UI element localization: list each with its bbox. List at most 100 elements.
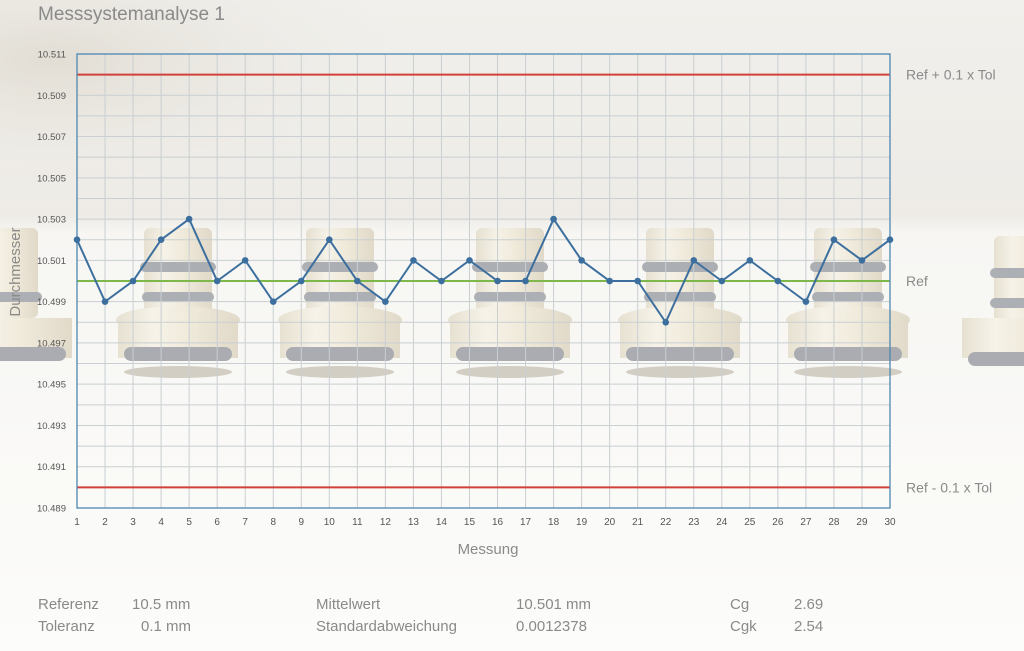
stats-col-3: Cg Cgk — [730, 594, 757, 638]
stats-col-3-values: 2.69 2.54 — [794, 594, 823, 638]
stats-col-1-values: 10.5 mm 0.1 mm — [132, 594, 191, 638]
x-tick-label-28: 28 — [828, 517, 840, 528]
stats-col-2: Mittelwert Standardabweichung — [316, 594, 457, 638]
data-point-2 — [101, 298, 109, 305]
data-point-9 — [297, 277, 305, 285]
x-tick-label-6: 6 — [214, 517, 220, 528]
data-point-12 — [382, 298, 389, 305]
std-label: Standardabweichung — [316, 618, 457, 635]
data-point-7 — [241, 257, 249, 264]
x-tick-label-20: 20 — [604, 517, 616, 528]
data-point-27 — [802, 298, 810, 305]
y-tick-label-5: 10.503 — [37, 215, 66, 226]
data-point-17 — [522, 277, 529, 285]
data-point-21 — [634, 277, 641, 285]
data-point-6 — [213, 277, 221, 285]
y-tick-label-7: 10.499 — [37, 297, 66, 308]
toleranz-value: 0.1 mm — [141, 618, 192, 635]
x-tick-label-23: 23 — [688, 517, 700, 528]
x-tick-label-25: 25 — [744, 517, 756, 528]
data-point-4 — [157, 236, 165, 244]
y-tick-label-3: 10.507 — [37, 132, 66, 143]
data-point-10 — [326, 236, 333, 244]
y-tick-label-4: 10.505 — [37, 173, 66, 184]
y-tick-label-6: 10.501 — [37, 256, 66, 267]
x-tick-label-10: 10 — [324, 517, 336, 528]
reference-line-label-2: Ref — [906, 273, 928, 289]
x-tick-label-8: 8 — [270, 517, 276, 528]
x-tick-label-3: 3 — [130, 517, 136, 528]
cg-label: Cg — [730, 596, 750, 613]
toleranz-label: Toleranz — [38, 618, 95, 635]
series-line — [76, 217, 891, 325]
reference-line-labels: Ref + 0.1 x Tol Ref Ref - 0.1 x Tol — [906, 67, 996, 496]
chart-title: Messsystemanalyse 1 — [38, 4, 225, 25]
y-tick-label-8: 10.497 — [37, 338, 66, 349]
mittelwert-value: 10.501 mm — [516, 596, 592, 613]
x-tick-label-19: 19 — [576, 517, 588, 528]
data-point-20 — [606, 277, 613, 285]
x-tick-label-22: 22 — [660, 517, 672, 528]
referenz-value: 10.5 mm — [132, 596, 191, 613]
x-tick-label-9: 9 — [298, 517, 304, 528]
x-tick-label-29: 29 — [856, 517, 868, 528]
series-points — [73, 215, 894, 326]
x-axis-label: Messung — [458, 541, 519, 558]
x-tick-label-12: 12 — [380, 517, 392, 528]
x-tick-label-18: 18 — [548, 517, 560, 528]
data-point-5 — [185, 215, 193, 223]
x-tick-label-27: 27 — [800, 517, 812, 528]
data-point-16 — [494, 277, 501, 285]
x-tick-label-11: 11 — [352, 517, 363, 528]
x-tick-label-15: 15 — [464, 517, 476, 528]
data-point-26 — [774, 277, 782, 285]
data-point-24 — [718, 277, 726, 285]
y-tick-label-9: 10.495 — [37, 380, 66, 391]
x-tick-label-1: 1 — [74, 517, 80, 528]
data-point-1 — [73, 236, 81, 244]
y-axis-label: Durchmesser — [7, 227, 24, 316]
y-tick-label-2: 10.509 — [37, 91, 66, 102]
x-tick-label-7: 7 — [242, 517, 248, 528]
x-tick-label-5: 5 — [186, 517, 192, 528]
x-tick-label-4: 4 — [158, 517, 164, 528]
data-point-19 — [578, 257, 585, 264]
x-tick-label-14: 14 — [436, 517, 448, 528]
data-point-22 — [662, 318, 670, 326]
x-tick-labels: 1 2 3 4 5 6 7 8 9 10 11 12 13 14 15 16 17 18 19 20 21 22 23 24 2… — [74, 517, 896, 528]
y-tick-labels: 10.511 10.509 10.507 10.505 10.503 10.501 10.4… — [37, 50, 66, 515]
data-point-18 — [550, 215, 557, 223]
data-point-8 — [269, 298, 277, 305]
data-point-25 — [746, 257, 754, 264]
x-tick-label-21: 21 — [632, 517, 644, 528]
y-tick-label-12: 10.489 — [37, 504, 66, 515]
x-tick-label-16: 16 — [492, 517, 504, 528]
x-tick-label-26: 26 — [772, 517, 784, 528]
data-point-23 — [690, 257, 698, 264]
cgk-value: 2.54 — [794, 618, 824, 635]
data-point-11 — [354, 277, 361, 285]
y-tick-label-10: 10.493 — [37, 421, 66, 432]
data-point-28 — [830, 236, 838, 244]
referenz-label: Referenz — [38, 596, 99, 613]
data-point-15 — [466, 257, 473, 264]
x-tick-label-13: 13 — [408, 517, 420, 528]
x-tick-label-17: 17 — [520, 517, 532, 528]
data-point-14 — [438, 277, 445, 285]
data-point-3 — [129, 277, 137, 285]
cgk-label: Cgk — [730, 618, 757, 635]
mittelwert-label: Mittelwert — [316, 596, 381, 613]
stats-col-1: Referenz Toleranz — [38, 594, 99, 638]
data-point-29 — [858, 257, 866, 264]
reference-line-label-1: Ref + 0.1 x Tol — [906, 67, 996, 83]
plot-frame — [76, 53, 891, 509]
std-value: 0.0012378 — [516, 618, 587, 635]
x-tick-label-24: 24 — [716, 517, 728, 528]
stats-col-2-values: 10.501 mm 0.0012378 — [516, 594, 591, 638]
data-point-13 — [410, 257, 417, 264]
y-tick-label-11: 10.491 — [37, 462, 66, 473]
x-tick-label-2: 2 — [102, 517, 108, 528]
y-tick-label-1: 10.511 — [38, 50, 66, 61]
